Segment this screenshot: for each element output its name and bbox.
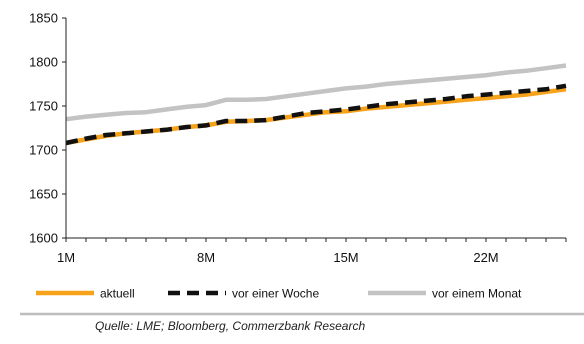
legend: aktuell vor einer Woche vor einem Monat [20,287,584,316]
y-tick-label: 1650 [29,187,58,202]
source-note: Quelle: LME; Bloomberg, Commerzbank Rese… [95,319,366,333]
legend-label: aktuell [100,287,135,301]
y-tick-label: 1800 [29,55,58,70]
x-tick-label: 22M [473,250,498,265]
y-tick-label: 1850 [29,11,58,26]
series-line-vor-einem-monat [65,63,567,122]
axes: 1600 1650 1700 1750 1800 1850 1M 8M 15M 22M [29,11,567,265]
y-tick-label: 1600 [29,231,58,246]
y-tick-label: 1750 [29,99,58,114]
legend-label: vor einer Woche [232,287,319,301]
x-tick-label: 8M [197,250,215,265]
y-tick-label: 1700 [29,143,58,158]
series-line-aktuell [65,87,567,146]
x-tick-label: 1M [57,250,75,265]
series-group [65,63,567,146]
legend-label: vor einem Monat [432,287,522,301]
series-line-vor-einer-woche [65,83,567,146]
x-tick-label: 15M [333,250,358,265]
